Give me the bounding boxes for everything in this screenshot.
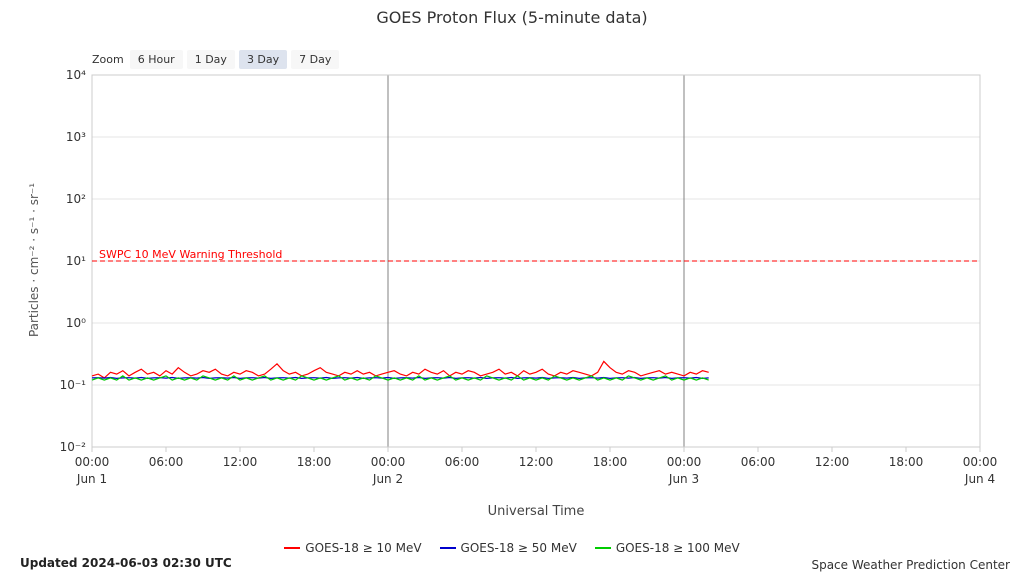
y-tick-label: 10¹ <box>65 254 86 268</box>
zoom-buttons: 6 Hour 1 Day 3 Day 7 Day <box>129 50 340 69</box>
legend-item[interactable]: GOES-18 ≥ 50 MeV <box>439 541 577 555</box>
zoom-label: Zoom <box>92 53 124 66</box>
x-axis-title: Universal Time <box>487 504 585 519</box>
legend-line-marker <box>439 547 456 549</box>
x-day-label: Jun 2 <box>372 472 404 486</box>
legend-item[interactable]: GOES-18 ≥ 10 MeV <box>284 541 422 555</box>
x-tick-label: 00:00 <box>74 455 110 469</box>
zoom-toolbar: Zoom 6 Hour 1 Day 3 Day 7 Day <box>92 50 340 69</box>
x-tick-label: 00:00 <box>666 455 702 469</box>
legend-line-marker <box>284 547 301 549</box>
x-tick-label: 06:00 <box>740 455 776 469</box>
x-tick-label: 00:00 <box>370 455 406 469</box>
legend: GOES-18 ≥ 10 MeV GOES-18 ≥ 50 MeV GOES-18 … <box>0 541 1024 555</box>
x-tick-label: 00:00 <box>962 455 998 469</box>
credit-text: Space Weather Prediction Center <box>811 558 1010 572</box>
legend-label: GOES-18 ≥ 100 MeV <box>615 541 740 555</box>
y-tick-label: 10⁻² <box>59 440 86 454</box>
y-tick-label: 10² <box>65 192 86 206</box>
threshold-label: SWPC 10 MeV Warning Threshold <box>99 248 283 261</box>
x-tick-label: 12:00 <box>814 455 850 469</box>
x-tick-label: 18:00 <box>592 455 628 469</box>
zoom-button-3-day[interactable]: 3 Day <box>238 50 288 69</box>
updated-timestamp: Updated 2024-06-03 02:30 UTC <box>20 556 232 570</box>
legend-item[interactable]: GOES-18 ≥ 100 MeV <box>594 541 740 555</box>
x-tick-label: 06:00 <box>148 455 184 469</box>
plot-area[interactable] <box>91 74 981 452</box>
zoom-button-6-hour[interactable]: 6 Hour <box>129 50 183 69</box>
x-tick-label: 18:00 <box>888 455 924 469</box>
x-tick-label: 18:00 <box>296 455 332 469</box>
x-day-label: Jun 4 <box>964 472 996 486</box>
legend-label: GOES-18 ≥ 50 MeV <box>460 541 577 555</box>
zoom-button-7-day[interactable]: 7 Day <box>291 50 340 69</box>
y-tick-label: 10³ <box>65 130 86 144</box>
chart-title: GOES Proton Flux (5-minute data) <box>376 8 648 27</box>
y-axis-labels: 10⁴ 10³ 10² 10¹ 10⁰ 10⁻¹ 10⁻² <box>30 0 86 576</box>
legend-line-marker <box>594 547 611 549</box>
legend-label: GOES-18 ≥ 10 MeV <box>305 541 422 555</box>
y-tick-label: 10⁰ <box>65 316 86 330</box>
y-tick-label: 10⁴ <box>65 68 86 82</box>
x-day-label: Jun 3 <box>668 472 700 486</box>
y-tick-label: 10⁻¹ <box>59 378 86 392</box>
zoom-button-1-day[interactable]: 1 Day <box>186 50 235 69</box>
x-day-label: Jun 1 <box>76 472 108 486</box>
x-tick-label: 12:00 <box>222 455 258 469</box>
x-tick-label: 06:00 <box>444 455 480 469</box>
x-tick-label: 12:00 <box>518 455 554 469</box>
